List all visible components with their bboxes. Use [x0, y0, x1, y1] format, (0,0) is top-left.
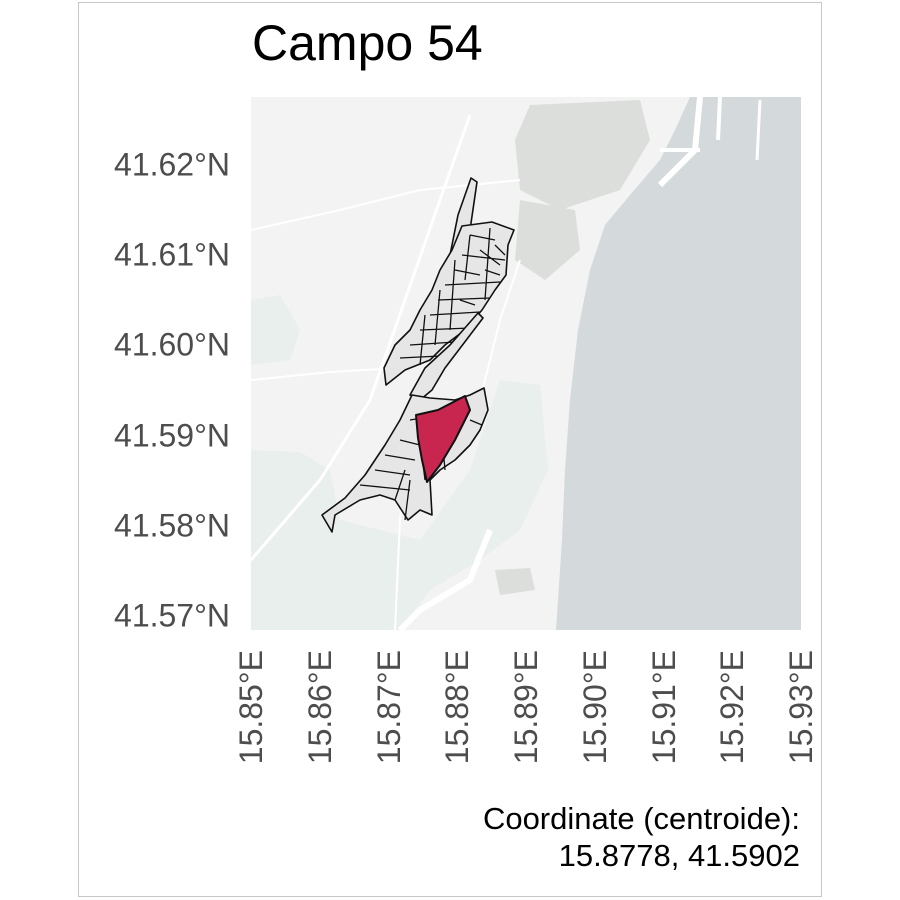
x-tick-label: 15.93°E [783, 650, 819, 765]
y-tick-label: 41.61°N [114, 236, 230, 273]
y-tick-label: 41.58°N [114, 507, 230, 544]
parcels-layer [321, 177, 515, 533]
caption-line-2: 15.8778, 41.5902 [558, 838, 800, 874]
map-panel [251, 97, 801, 630]
parcel-boundaries [399, 227, 506, 366]
x-tick-label: 15.87°E [370, 650, 407, 765]
harbour-piers [657, 97, 762, 188]
x-tick-label: 15.89°E [508, 650, 544, 765]
x-tick-label: 15.90°E [576, 650, 613, 765]
map-title: Campo 54 [252, 15, 483, 71]
x-tick-label: 15.92°E [714, 650, 751, 765]
x-tick-label: 15.88°E [439, 650, 476, 765]
parcel-campo-54 [415, 395, 471, 483]
y-tick-label: 41.60°N [114, 326, 230, 363]
x-tick-label: 15.85°E [233, 650, 269, 765]
urban-blocks [495, 100, 650, 595]
y-tick-label: 41.57°N [114, 597, 230, 634]
park-area [251, 295, 300, 365]
y-tick-label: 41.59°N [114, 417, 230, 454]
sea-area [556, 97, 801, 630]
x-tick-label: 15.86°E [301, 650, 338, 765]
caption-line-1: Coordinate (centroide): [482, 801, 800, 836]
park-area [251, 380, 548, 630]
centroid-caption: Coordinate (centroide): 15.8778, 41.5902 [483, 800, 800, 874]
y-tick-label: 41.62°N [114, 146, 230, 183]
x-tick-label: 15.91°E [645, 650, 682, 765]
